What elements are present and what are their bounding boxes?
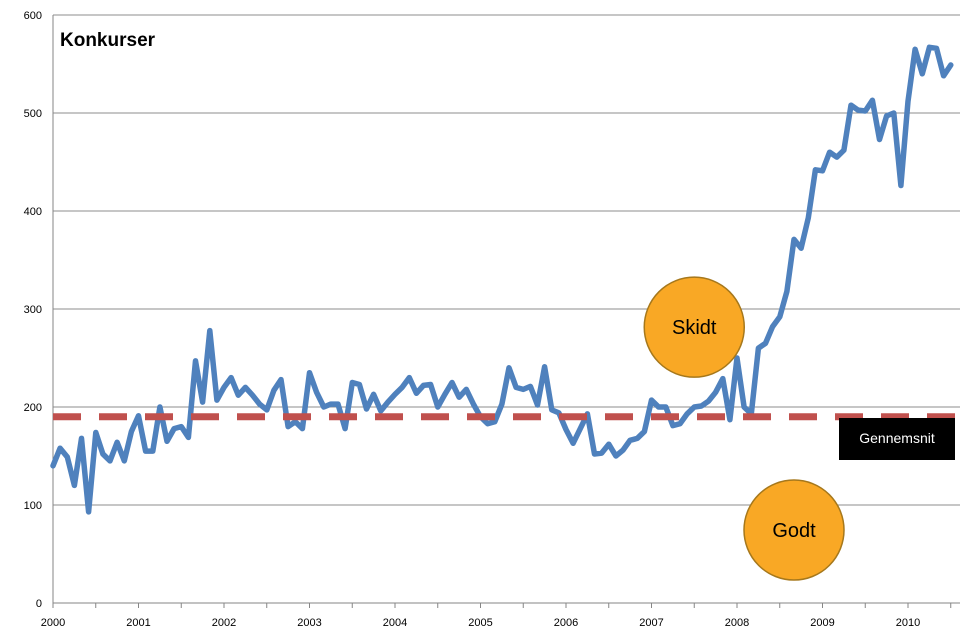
x-tick-label-2008: 2008 — [725, 617, 749, 629]
annotation-bubble-skidt — [643, 276, 745, 378]
annotation-bubble-godt — [743, 479, 845, 581]
x-tick-labels: 2000 2001 2002 2003 2004 2005 2006 2007 2008 2009… — [41, 617, 920, 629]
axes — [52, 15, 960, 608]
y-tick-label-400: 400 — [24, 206, 42, 218]
legend-label: Gennemsnit — [859, 430, 935, 446]
annotation-label-skidt: Skidt — [672, 317, 717, 339]
y-tick-labels: 0 100 200 300 400 500 600 — [24, 10, 42, 610]
x-tick-label-2009: 2009 — [810, 617, 834, 629]
x-tick-label-2004: 2004 — [383, 617, 407, 629]
x-tick-label-2006: 2006 — [554, 617, 578, 629]
x-tick-label-2010: 2010 — [896, 617, 920, 629]
x-tick-label-2001: 2001 — [126, 617, 150, 629]
y-tick-label-600: 600 — [24, 10, 42, 22]
legend-box — [839, 418, 955, 460]
y-tick-label-200: 200 — [24, 402, 42, 414]
y-tick-label-300: 300 — [24, 304, 42, 316]
series-line-konkurser — [50, 44, 954, 515]
y-tick-label-0: 0 — [36, 598, 42, 610]
y-tick-label-500: 500 — [24, 108, 42, 120]
legend: Gennemsnit — [839, 418, 955, 460]
annotation-label-godt: Godt — [772, 520, 816, 542]
x-tick-label-2005: 2005 — [468, 617, 492, 629]
x-tick-label-2002: 2002 — [212, 617, 236, 629]
y-tick-label-100: 100 — [24, 500, 42, 512]
x-tick-label-2000: 2000 — [41, 617, 65, 629]
chart-title: Konkurser — [60, 30, 156, 51]
x-tick-label-2007: 2007 — [639, 617, 663, 629]
x-tick-label-2003: 2003 — [297, 617, 321, 629]
annotations: Skidt Godt — [643, 276, 845, 581]
series — [50, 44, 960, 515]
